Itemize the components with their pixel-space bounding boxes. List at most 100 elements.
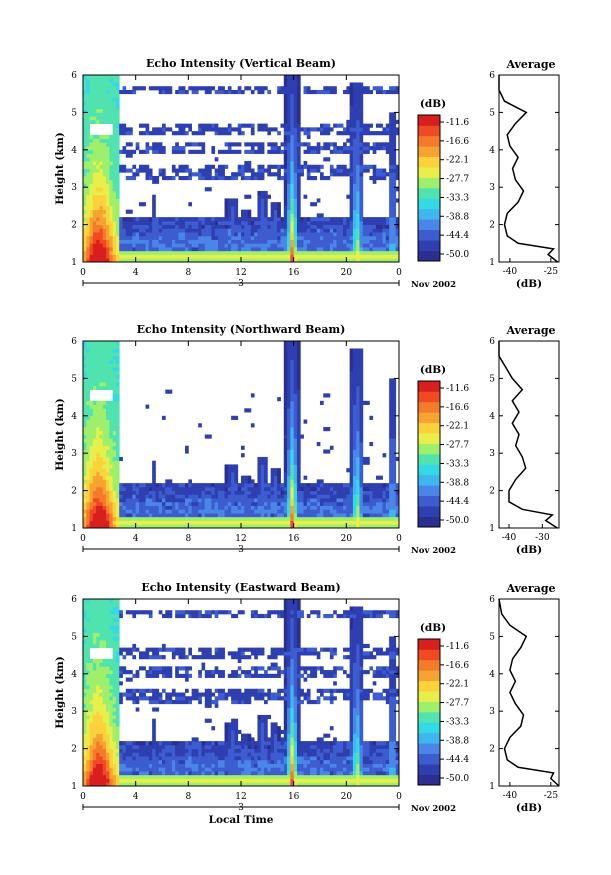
heatmap-cell [102, 438, 107, 443]
heatmap-cell [369, 501, 374, 506]
heatmap-cell [86, 617, 90, 622]
heatmap-cell [83, 123, 87, 128]
heatmap-cell [178, 243, 183, 248]
heatmap-cell [349, 367, 354, 372]
heatmap-cell [244, 513, 248, 518]
heatmap-cell [83, 408, 87, 413]
heatmap-cell [125, 247, 130, 252]
heatmap-cell [102, 93, 107, 98]
heatmap-cell [162, 235, 166, 240]
heatmap-cell [178, 494, 183, 499]
heatmap-cell [112, 168, 117, 173]
heatmap-cell [247, 213, 252, 218]
heatmap-cell [231, 202, 235, 207]
heatmap-cell [106, 213, 110, 218]
heatmap-cell [109, 153, 114, 158]
heatmap-cell [293, 404, 298, 409]
heatmap-cell [244, 243, 248, 248]
heatmap-cell [339, 509, 344, 514]
heatmap-cell [352, 254, 357, 259]
heatmap-cell [224, 498, 229, 503]
heatmap-cell [372, 509, 377, 514]
heatmap-cell [194, 220, 199, 225]
heatmap-cell [92, 250, 97, 255]
heatmap-cell [102, 243, 107, 248]
heatmap-cell [306, 239, 311, 244]
heatmap-cell [152, 220, 156, 225]
heatmap-cell [99, 464, 104, 469]
heatmap-cell [152, 209, 156, 214]
heatmap-cell [343, 232, 347, 237]
heatmap-cell [86, 655, 90, 660]
heatmap-cell [198, 520, 202, 525]
heatmap-cell [326, 501, 331, 506]
heatmap-cell [112, 187, 117, 192]
heatmap-cell [112, 348, 117, 353]
heatmap-cell [382, 250, 387, 255]
heatmap-cell [287, 202, 291, 207]
heatmap-cell [356, 389, 360, 394]
heatmap-cell [359, 475, 364, 480]
heatmap-cell [329, 520, 334, 525]
heatmap-cell [241, 131, 245, 136]
x-tick-label: 8 [185, 268, 191, 278]
heatmap-cell [83, 752, 87, 757]
heatmap-cell [181, 520, 186, 525]
heatmap-cell [83, 209, 87, 214]
heatmap-cell [296, 168, 301, 173]
heatmap-cell [109, 116, 114, 121]
heatmap-cell [310, 494, 314, 499]
heatmap-cell [132, 258, 137, 263]
heatmap-cell [247, 161, 252, 166]
heatmap-cell [83, 486, 87, 491]
heatmap-cell [395, 498, 400, 503]
heatmap-cell [234, 501, 239, 506]
heatmap-cell [392, 179, 397, 184]
heatmap-cell [145, 232, 150, 237]
heatmap-cell [83, 621, 87, 626]
heatmap-cell [244, 509, 248, 514]
heatmap-cell [287, 445, 291, 450]
heatmap-cell [241, 254, 245, 259]
heatmap-cell [234, 243, 239, 248]
heatmap-cell [214, 224, 219, 229]
heatmap-cell [83, 666, 87, 671]
heatmap-cell [106, 235, 110, 240]
heatmap-cell [392, 430, 397, 435]
heatmap-cell [198, 232, 202, 237]
heatmap-cell [379, 228, 383, 233]
heatmap-cell [280, 224, 285, 229]
heatmap-cell [112, 108, 117, 113]
heatmap-cell [260, 494, 265, 499]
heatmap-cell [86, 771, 90, 776]
heatmap-cell [86, 722, 90, 727]
heatmap-cell [310, 235, 314, 240]
heatmap-cell [86, 670, 90, 675]
heatmap-cell [296, 131, 301, 136]
heatmap-cell [296, 427, 301, 432]
heatmap-cell [336, 164, 341, 169]
heatmap-cell [293, 243, 298, 248]
heatmap-cell [119, 131, 123, 136]
heatmap-cell [178, 524, 183, 529]
heatmap-cell [339, 220, 344, 225]
heatmap-cell [204, 254, 209, 259]
heatmap-cell [329, 494, 334, 499]
heatmap-cell [112, 82, 117, 87]
heatmap-cell [171, 239, 176, 244]
heatmap-cell [343, 243, 347, 248]
heatmap-cell [132, 498, 137, 503]
heatmap-cell [86, 138, 90, 143]
heatmap-cell [296, 456, 301, 462]
heatmap-cell [92, 471, 97, 477]
heatmap-cell [369, 146, 374, 151]
heatmap-cell [188, 220, 193, 225]
heatmap-cell [306, 516, 311, 521]
heatmap-cell [175, 142, 179, 147]
heatmap-cell [109, 382, 114, 387]
heatmap-cell [283, 393, 288, 398]
heatmap-cell [362, 247, 367, 252]
heatmap-cell [112, 352, 117, 357]
heatmap-cell [102, 258, 107, 263]
heatmap-cell [290, 232, 295, 237]
